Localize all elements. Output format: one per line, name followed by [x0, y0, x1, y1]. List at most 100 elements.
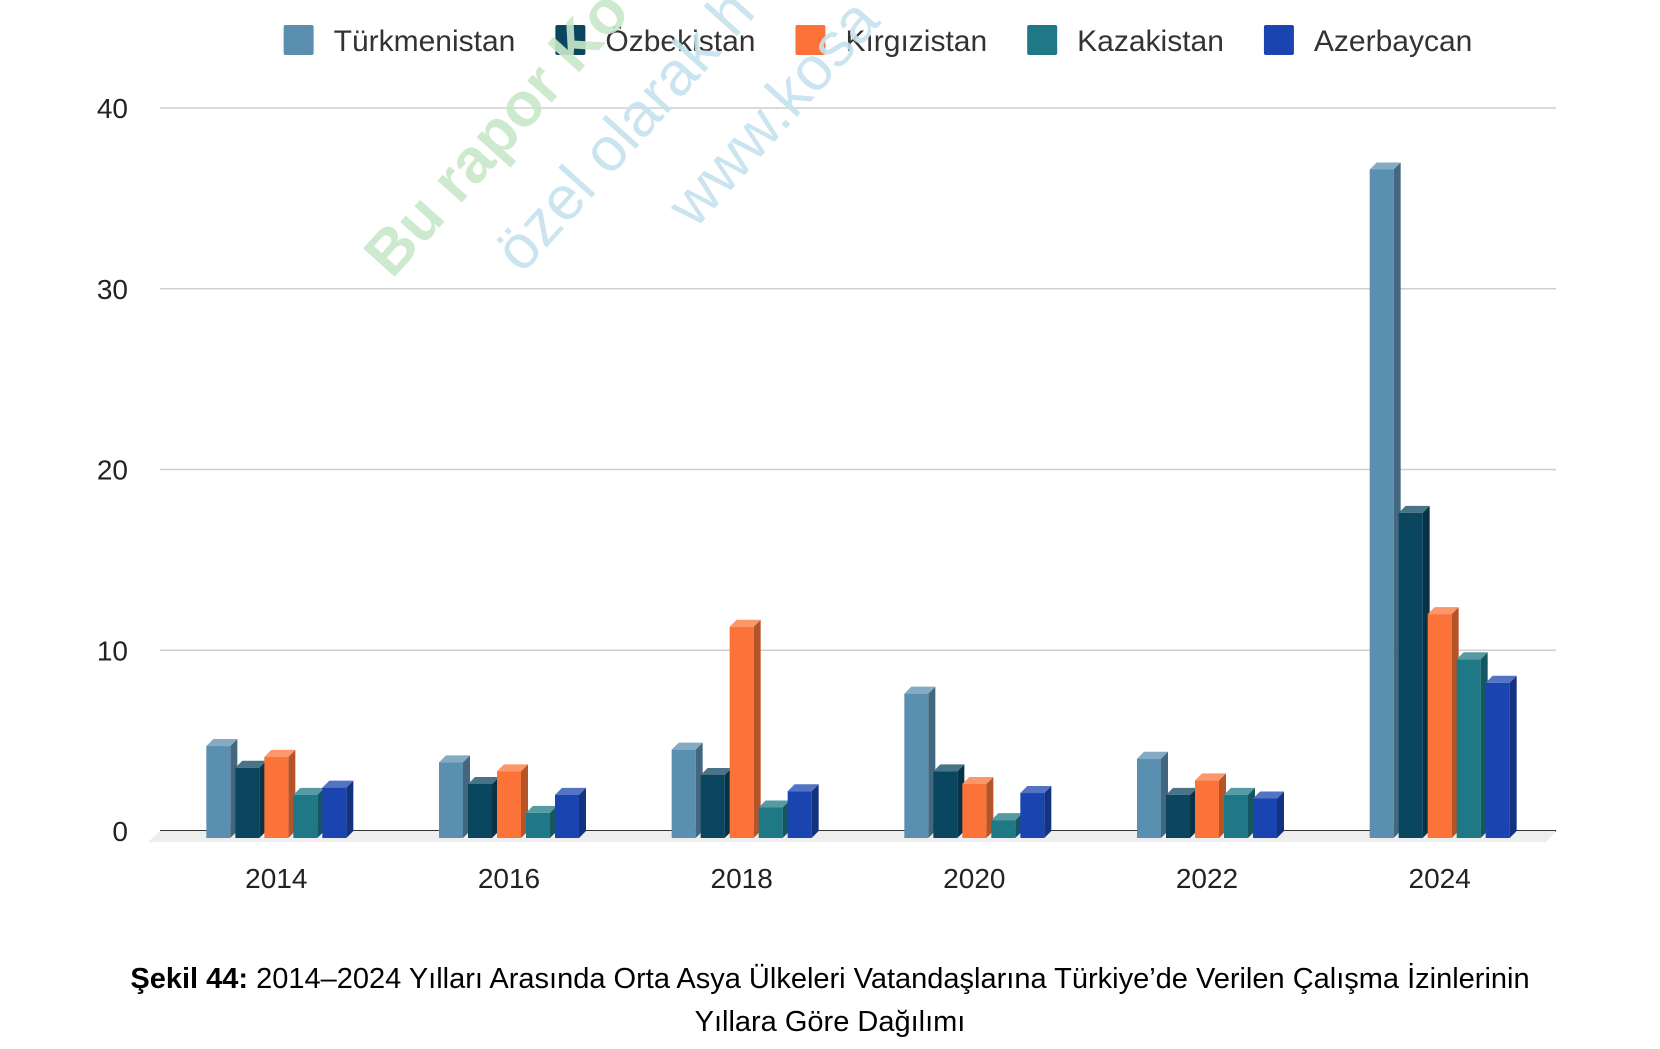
bar-top — [1369, 162, 1401, 170]
bar-front — [962, 784, 987, 838]
legend-label: Kazakistan — [1077, 25, 1224, 58]
bar-front — [1253, 798, 1277, 838]
bar — [526, 805, 557, 838]
bar — [1398, 505, 1430, 838]
bar — [991, 813, 1023, 838]
bar-top — [206, 739, 238, 747]
bar-front — [468, 784, 492, 838]
bar-top — [729, 619, 761, 627]
legend-label: Özbekistan — [605, 25, 755, 58]
caption-text-1: 2014–2024 Yılları Arasında Orta Asya Ülk… — [256, 963, 1530, 995]
bar-side — [811, 784, 819, 838]
bar-top — [991, 813, 1023, 821]
bar-top — [1224, 787, 1255, 795]
bar-front — [729, 626, 754, 838]
bar — [758, 800, 790, 838]
bar — [1166, 787, 1197, 838]
bar — [497, 764, 528, 838]
bar-front — [322, 787, 347, 838]
legend-item: Türkmenistan — [283, 25, 515, 58]
bar — [1485, 675, 1517, 838]
bar-front — [526, 812, 550, 838]
y-tick-label: 20 — [97, 455, 128, 486]
x-axis-ticks: 2014 2016 2018 2020 2022 2024 — [245, 863, 1471, 894]
bar-top — [671, 742, 703, 750]
legend-swatch — [1263, 25, 1294, 55]
bar — [904, 686, 936, 838]
bar-top — [468, 777, 499, 785]
bar-top — [1137, 751, 1168, 759]
legend: Türkmenistan Özbekistan Kırgızistan Kazakis… — [283, 25, 1472, 58]
gridlines — [160, 107, 1556, 832]
bar-side — [1277, 791, 1284, 838]
bar-front — [1427, 614, 1452, 838]
bar-top — [1253, 791, 1284, 799]
floor-plane — [148, 831, 1556, 842]
legend-item: Kazakistan — [1027, 25, 1224, 58]
bar-top — [904, 686, 936, 694]
bar-front — [1137, 758, 1161, 838]
x-tick-label: 2020 — [943, 863, 1005, 894]
legend-swatch — [283, 25, 314, 55]
x-tick-label: 2016 — [478, 863, 540, 894]
bar — [700, 767, 732, 838]
bar-top — [555, 787, 586, 795]
bar-top — [1427, 607, 1459, 615]
bar-front — [991, 820, 1016, 838]
bar-top — [526, 805, 557, 813]
bar — [1253, 791, 1284, 838]
bar-front — [264, 756, 289, 838]
bar-top — [322, 780, 354, 788]
bar-top — [1398, 505, 1430, 513]
bar-front — [758, 807, 783, 838]
bar — [1137, 751, 1168, 838]
bar — [468, 777, 499, 838]
bar-front — [1195, 780, 1219, 838]
chart-floor — [148, 831, 1556, 842]
x-tick-label: 2014 — [245, 863, 307, 894]
bar — [293, 787, 325, 838]
y-axis-ticks: 0 10 20 30 40 — [97, 93, 128, 847]
caption-number: Şekil 44: — [130, 963, 249, 995]
bar-side — [346, 780, 354, 838]
legend-swatch — [795, 25, 826, 55]
bar — [322, 780, 354, 838]
bar-front — [671, 749, 696, 838]
bar-top — [758, 800, 790, 808]
bar — [206, 739, 238, 838]
bar-top — [1195, 773, 1226, 781]
bar-top — [497, 764, 528, 772]
bar — [264, 749, 296, 838]
bar-top — [933, 764, 965, 772]
bar-side — [579, 787, 586, 838]
bar — [1369, 162, 1401, 838]
bar — [787, 784, 819, 838]
legend-item: Özbekistan — [555, 25, 755, 58]
bar — [439, 755, 470, 838]
bar-front — [787, 791, 812, 838]
bar-side — [753, 619, 761, 838]
x-tick-label: 2024 — [1409, 863, 1471, 894]
bar-front — [933, 771, 958, 838]
bar — [1456, 652, 1488, 838]
bar — [962, 777, 994, 838]
bar-top — [1166, 787, 1197, 795]
figure-caption: Şekil 44: 2014–2024 Yılları Arasında Ort… — [0, 958, 1660, 1044]
legend-label: Kırgızistan — [845, 25, 987, 58]
bar-front — [700, 774, 725, 838]
bar — [1224, 787, 1255, 838]
bar-front — [1369, 169, 1394, 838]
bar-front — [1166, 794, 1190, 838]
bar-front — [555, 794, 579, 838]
bar-top — [1485, 675, 1517, 683]
y-tick-label: 40 — [97, 93, 128, 124]
legend-item: Azerbaycan — [1263, 25, 1472, 58]
bar — [1195, 773, 1226, 838]
bar-front — [1224, 794, 1248, 838]
bar — [671, 742, 703, 838]
legend-label: Azerbaycan — [1314, 25, 1472, 58]
bar-front — [904, 693, 929, 838]
bar — [933, 764, 965, 838]
bar-top — [439, 755, 470, 763]
